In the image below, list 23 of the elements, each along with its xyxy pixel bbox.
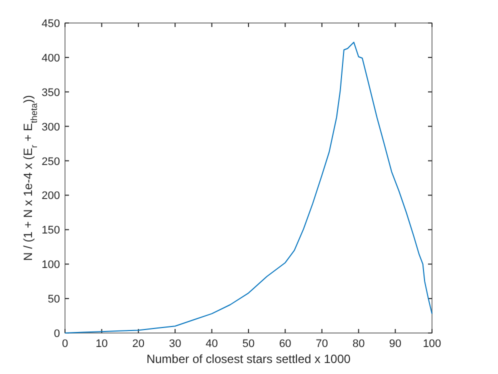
x-tick-label: 80	[352, 338, 365, 350]
x-tick-label: 90	[389, 338, 402, 350]
y-tick-label: 250	[42, 156, 60, 168]
y-tick-label: 350	[42, 86, 60, 99]
x-tick-label: 70	[316, 338, 328, 350]
y-tick-label: 400	[42, 52, 60, 64]
x-tick-label: 10	[96, 338, 108, 350]
y-tick-label: 150	[42, 224, 60, 237]
x-tick-label: 100	[422, 338, 442, 350]
y-tick-label: 0	[54, 328, 60, 340]
y-tick-label: 200	[42, 190, 60, 202]
y-tick-label: 300	[42, 121, 60, 134]
y-tick-label: 450	[42, 18, 60, 30]
x-tick-label: 50	[242, 338, 255, 350]
line-series	[64, 42, 432, 334]
x-tick-label: 40	[206, 338, 218, 350]
x-axis-title: Number of closest stars settled x 1000	[146, 352, 351, 366]
x-tick-label: 0	[62, 338, 68, 350]
x-tick-label: 20	[132, 338, 145, 350]
y-tick-label: 50	[48, 294, 60, 306]
y-tick-label: 100	[42, 259, 60, 272]
x-tick-label: 30	[168, 338, 182, 350]
x-tick-label: 60	[279, 338, 292, 350]
